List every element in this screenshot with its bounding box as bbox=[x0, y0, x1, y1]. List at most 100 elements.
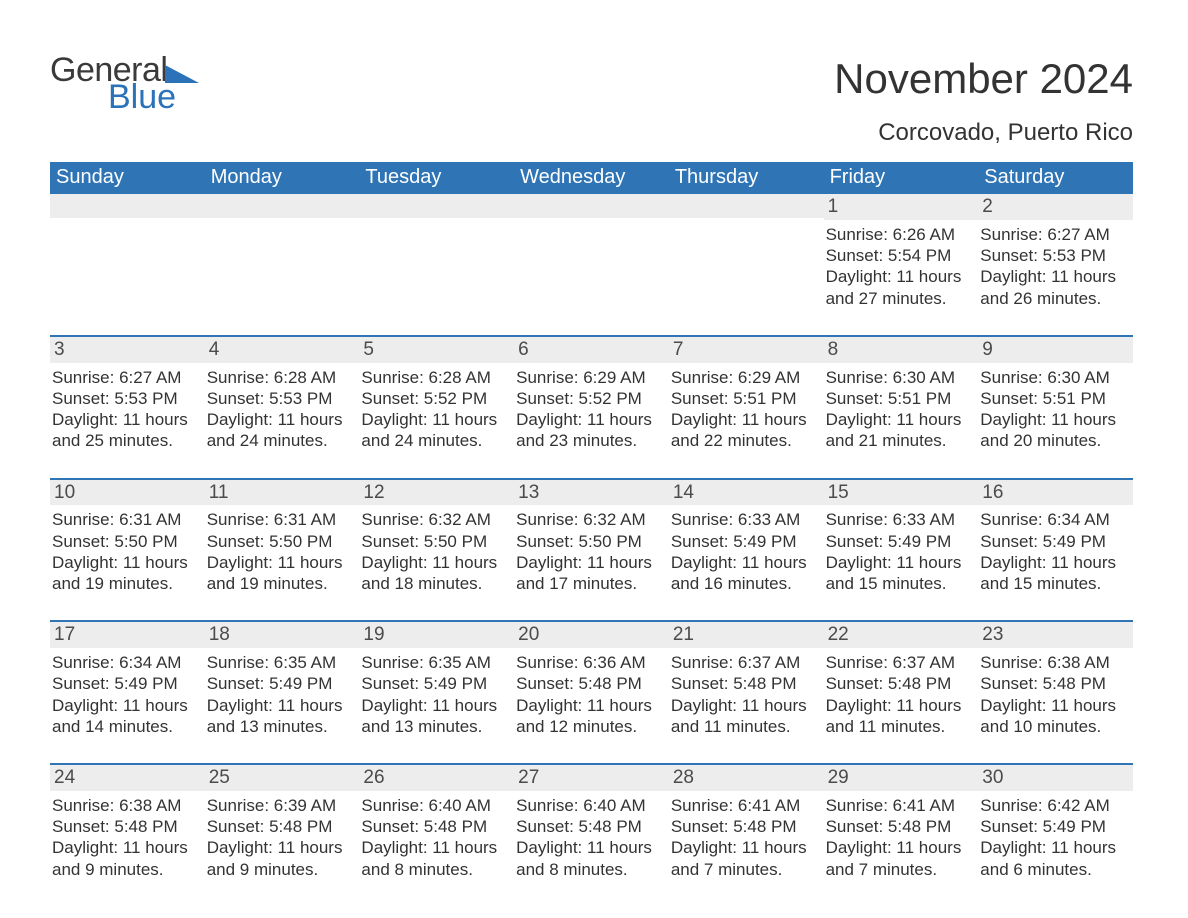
daylight-line: Daylight: 11 hours and 24 minutes. bbox=[361, 409, 508, 452]
sunrise-line: Sunrise: 6:29 AM bbox=[516, 367, 663, 388]
sunrise-line: Sunrise: 6:31 AM bbox=[52, 509, 199, 530]
daylight-line: Daylight: 11 hours and 25 minutes. bbox=[52, 409, 199, 452]
day-number: 25 bbox=[205, 765, 360, 791]
daylight-line: Daylight: 11 hours and 13 minutes. bbox=[361, 695, 508, 738]
day-number: 12 bbox=[359, 480, 514, 506]
sunset-line: Sunset: 5:52 PM bbox=[361, 388, 508, 409]
sunrise-line: Sunrise: 6:36 AM bbox=[516, 652, 663, 673]
sunset-line: Sunset: 5:48 PM bbox=[516, 673, 663, 694]
day-number: 24 bbox=[50, 765, 205, 791]
calendar-cell: 5Sunrise: 6:28 AMSunset: 5:52 PMDaylight… bbox=[359, 337, 514, 452]
sunrise-line: Sunrise: 6:37 AM bbox=[671, 652, 818, 673]
daylight-line: Daylight: 11 hours and 9 minutes. bbox=[207, 837, 354, 880]
daylight-line: Daylight: 11 hours and 16 minutes. bbox=[671, 552, 818, 595]
daylight-line: Daylight: 11 hours and 13 minutes. bbox=[207, 695, 354, 738]
calendar-cell: 2Sunrise: 6:27 AMSunset: 5:53 PMDaylight… bbox=[978, 194, 1133, 309]
calendar-cell: 4Sunrise: 6:28 AMSunset: 5:53 PMDaylight… bbox=[205, 337, 360, 452]
sunrise-line: Sunrise: 6:35 AM bbox=[361, 652, 508, 673]
dow-cell: Thursday bbox=[669, 162, 824, 194]
sunset-line: Sunset: 5:48 PM bbox=[207, 816, 354, 837]
sunrise-line: Sunrise: 6:39 AM bbox=[207, 795, 354, 816]
sunrise-line: Sunrise: 6:33 AM bbox=[671, 509, 818, 530]
sunrise-line: Sunrise: 6:30 AM bbox=[826, 367, 973, 388]
calendar-cell: 21Sunrise: 6:37 AMSunset: 5:48 PMDayligh… bbox=[669, 622, 824, 737]
daylight-line: Daylight: 11 hours and 12 minutes. bbox=[516, 695, 663, 738]
day-number: 15 bbox=[824, 480, 979, 506]
daylight-line: Daylight: 11 hours and 10 minutes. bbox=[980, 695, 1127, 738]
calendar-cell bbox=[514, 194, 669, 309]
sunrise-line: Sunrise: 6:40 AM bbox=[516, 795, 663, 816]
sunrise-line: Sunrise: 6:34 AM bbox=[52, 652, 199, 673]
calendar-cell: 9Sunrise: 6:30 AMSunset: 5:51 PMDaylight… bbox=[978, 337, 1133, 452]
daylight-line: Daylight: 11 hours and 7 minutes. bbox=[826, 837, 973, 880]
calendar-cell: 23Sunrise: 6:38 AMSunset: 5:48 PMDayligh… bbox=[978, 622, 1133, 737]
sunset-line: Sunset: 5:50 PM bbox=[516, 531, 663, 552]
calendar-week: 1Sunrise: 6:26 AMSunset: 5:54 PMDaylight… bbox=[50, 194, 1133, 335]
day-number: 22 bbox=[824, 622, 979, 648]
sunset-line: Sunset: 5:51 PM bbox=[671, 388, 818, 409]
daylight-line: Daylight: 11 hours and 24 minutes. bbox=[207, 409, 354, 452]
sunrise-line: Sunrise: 6:32 AM bbox=[361, 509, 508, 530]
calendar-cell: 15Sunrise: 6:33 AMSunset: 5:49 PMDayligh… bbox=[824, 480, 979, 595]
calendar-cell: 11Sunrise: 6:31 AMSunset: 5:50 PMDayligh… bbox=[205, 480, 360, 595]
sunrise-line: Sunrise: 6:29 AM bbox=[671, 367, 818, 388]
sunset-line: Sunset: 5:51 PM bbox=[980, 388, 1127, 409]
calendar-cell: 26Sunrise: 6:40 AMSunset: 5:48 PMDayligh… bbox=[359, 765, 514, 880]
sunrise-line: Sunrise: 6:37 AM bbox=[826, 652, 973, 673]
calendar-cell: 18Sunrise: 6:35 AMSunset: 5:49 PMDayligh… bbox=[205, 622, 360, 737]
sunrise-line: Sunrise: 6:42 AM bbox=[980, 795, 1127, 816]
calendar-cell: 25 Sunrise: 6:39 AMSunset: 5:48 PMDayligh… bbox=[205, 765, 360, 880]
calendar-cell: 1Sunrise: 6:26 AMSunset: 5:54 PMDaylight… bbox=[824, 194, 979, 309]
sunrise-line: Sunrise: 6:30 AM bbox=[980, 367, 1127, 388]
sunset-line: Sunset: 5:50 PM bbox=[207, 531, 354, 552]
sunset-line: Sunset: 5:49 PM bbox=[826, 531, 973, 552]
day-number-bar bbox=[50, 194, 205, 218]
day-number: 4 bbox=[205, 337, 360, 363]
dow-cell: Wednesday bbox=[514, 162, 669, 194]
sunrise-line: Sunrise: 6:28 AM bbox=[361, 367, 508, 388]
title-block: November 2024 Corcovado, Puerto Rico bbox=[834, 55, 1133, 147]
sunrise-line: Sunrise: 6:26 AM bbox=[826, 224, 973, 245]
sunset-line: Sunset: 5:48 PM bbox=[361, 816, 508, 837]
day-number: 11 bbox=[205, 480, 360, 506]
day-number: 23 bbox=[978, 622, 1133, 648]
sunrise-line: Sunrise: 6:28 AM bbox=[207, 367, 354, 388]
calendar-cell: 16Sunrise: 6:34 AMSunset: 5:49 PMDayligh… bbox=[978, 480, 1133, 595]
daylight-line: Daylight: 11 hours and 8 minutes. bbox=[361, 837, 508, 880]
day-number: 13 bbox=[514, 480, 669, 506]
calendar-cell bbox=[359, 194, 514, 309]
daylight-line: Daylight: 11 hours and 15 minutes. bbox=[826, 552, 973, 595]
dow-cell: Monday bbox=[205, 162, 360, 194]
sunrise-line: Sunrise: 6:27 AM bbox=[980, 224, 1127, 245]
dow-cell: Sunday bbox=[50, 162, 205, 194]
day-number: 28 bbox=[669, 765, 824, 791]
calendar-cell bbox=[205, 194, 360, 309]
day-number: 1 bbox=[824, 194, 979, 220]
daylight-line: Daylight: 11 hours and 14 minutes. bbox=[52, 695, 199, 738]
day-number: 17 bbox=[50, 622, 205, 648]
sunrise-line: Sunrise: 6:41 AM bbox=[671, 795, 818, 816]
calendar-cell: 3Sunrise: 6:27 AMSunset: 5:53 PMDaylight… bbox=[50, 337, 205, 452]
location-subtitle: Corcovado, Puerto Rico bbox=[834, 119, 1133, 147]
sunset-line: Sunset: 5:49 PM bbox=[52, 673, 199, 694]
calendar-cell bbox=[669, 194, 824, 309]
sunrise-line: Sunrise: 6:31 AM bbox=[207, 509, 354, 530]
sunset-line: Sunset: 5:54 PM bbox=[826, 245, 973, 266]
calendar-cell: 19Sunrise: 6:35 AMSunset: 5:49 PMDayligh… bbox=[359, 622, 514, 737]
day-number: 19 bbox=[359, 622, 514, 648]
day-number: 18 bbox=[205, 622, 360, 648]
daylight-line: Daylight: 11 hours and 9 minutes. bbox=[52, 837, 199, 880]
calendar-cell: 12Sunrise: 6:32 AMSunset: 5:50 PMDayligh… bbox=[359, 480, 514, 595]
daylight-line: Daylight: 11 hours and 7 minutes. bbox=[671, 837, 818, 880]
sunrise-line: Sunrise: 6:35 AM bbox=[207, 652, 354, 673]
calendar-cell: 8Sunrise: 6:30 AMSunset: 5:51 PMDaylight… bbox=[824, 337, 979, 452]
sunset-line: Sunset: 5:53 PM bbox=[52, 388, 199, 409]
calendar-cell bbox=[50, 194, 205, 309]
sunrise-line: Sunrise: 6:27 AM bbox=[52, 367, 199, 388]
daylight-line: Daylight: 11 hours and 17 minutes. bbox=[516, 552, 663, 595]
day-number: 30 bbox=[978, 765, 1133, 791]
daylight-line: Daylight: 11 hours and 11 minutes. bbox=[826, 695, 973, 738]
brand-logo: General Blue bbox=[50, 55, 199, 112]
daylight-line: Daylight: 11 hours and 22 minutes. bbox=[671, 409, 818, 452]
daylight-line: Daylight: 11 hours and 18 minutes. bbox=[361, 552, 508, 595]
